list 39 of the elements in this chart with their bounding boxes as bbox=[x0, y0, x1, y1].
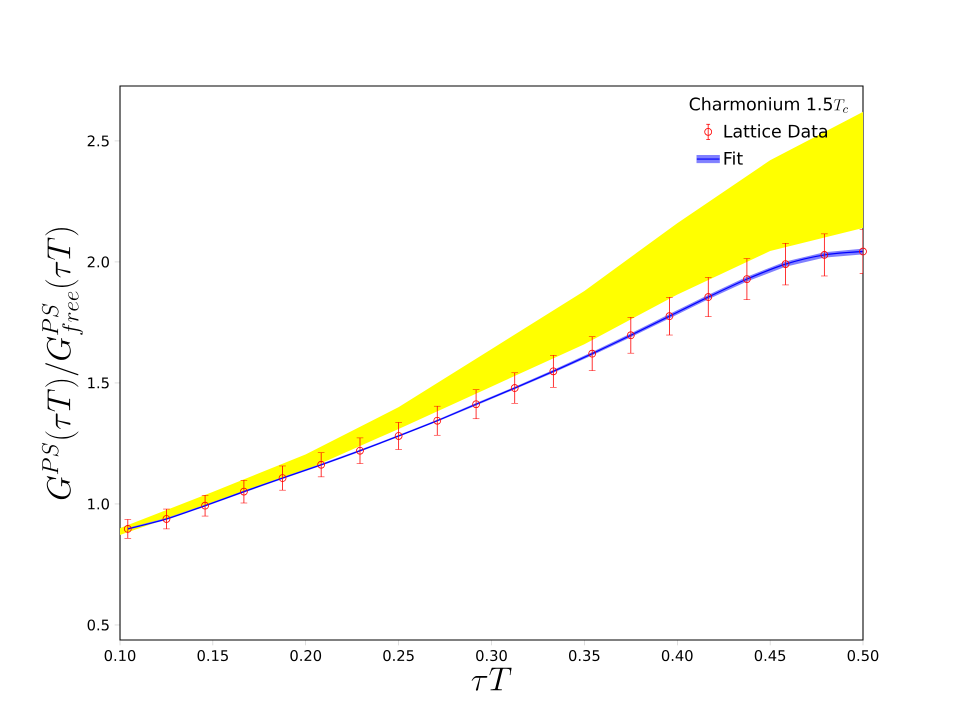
x-tick-label: 0.15 bbox=[198, 650, 228, 662]
x-tick-label: 0.40 bbox=[662, 650, 693, 662]
point bbox=[588, 350, 596, 358]
x-tick-label: 0.50 bbox=[848, 650, 878, 662]
point bbox=[394, 432, 402, 440]
point bbox=[666, 312, 674, 320]
point bbox=[317, 460, 326, 469]
point bbox=[433, 416, 442, 425]
point bbox=[472, 400, 480, 408]
y-tick-label: 1.0 bbox=[88, 498, 109, 510]
point bbox=[510, 384, 519, 392]
legend-title: $\mbox{Charmonium 1.5}T_{c}$ bbox=[690, 97, 848, 113]
x-tick-label: 0.45 bbox=[754, 650, 786, 662]
point bbox=[626, 331, 635, 340]
x-tick-label: 0.30 bbox=[476, 650, 507, 662]
y-axis-title: $G^{PS}(\tau T)/G^{PS}_{free}(\tau T)$ bbox=[42, 228, 84, 500]
x-tick-label: 0.10 bbox=[104, 650, 136, 662]
point bbox=[278, 474, 286, 482]
y-tick-label: 2.5 bbox=[88, 135, 109, 146]
x-tick-label: 0.35 bbox=[569, 650, 600, 662]
x-tick-label: 0.25 bbox=[383, 650, 414, 662]
x-tick-label: 0.20 bbox=[290, 650, 322, 662]
point bbox=[240, 488, 248, 496]
x-axis-title: $\tau T$ bbox=[472, 668, 512, 691]
y-tick-label: 2.0 bbox=[88, 256, 109, 268]
point bbox=[782, 260, 790, 268]
point bbox=[549, 367, 558, 376]
y-tick-label: 0.5 bbox=[88, 619, 109, 631]
point bbox=[859, 248, 867, 256]
point bbox=[704, 293, 712, 301]
point bbox=[162, 515, 170, 523]
point bbox=[820, 251, 828, 259]
point bbox=[124, 525, 132, 533]
point bbox=[201, 502, 209, 510]
legend-label: Lattice Data bbox=[724, 124, 828, 138]
y-tick-label: 1.5 bbox=[88, 378, 109, 388]
point bbox=[356, 446, 364, 455]
legend-label: Fit bbox=[724, 151, 743, 165]
point bbox=[743, 275, 751, 283]
